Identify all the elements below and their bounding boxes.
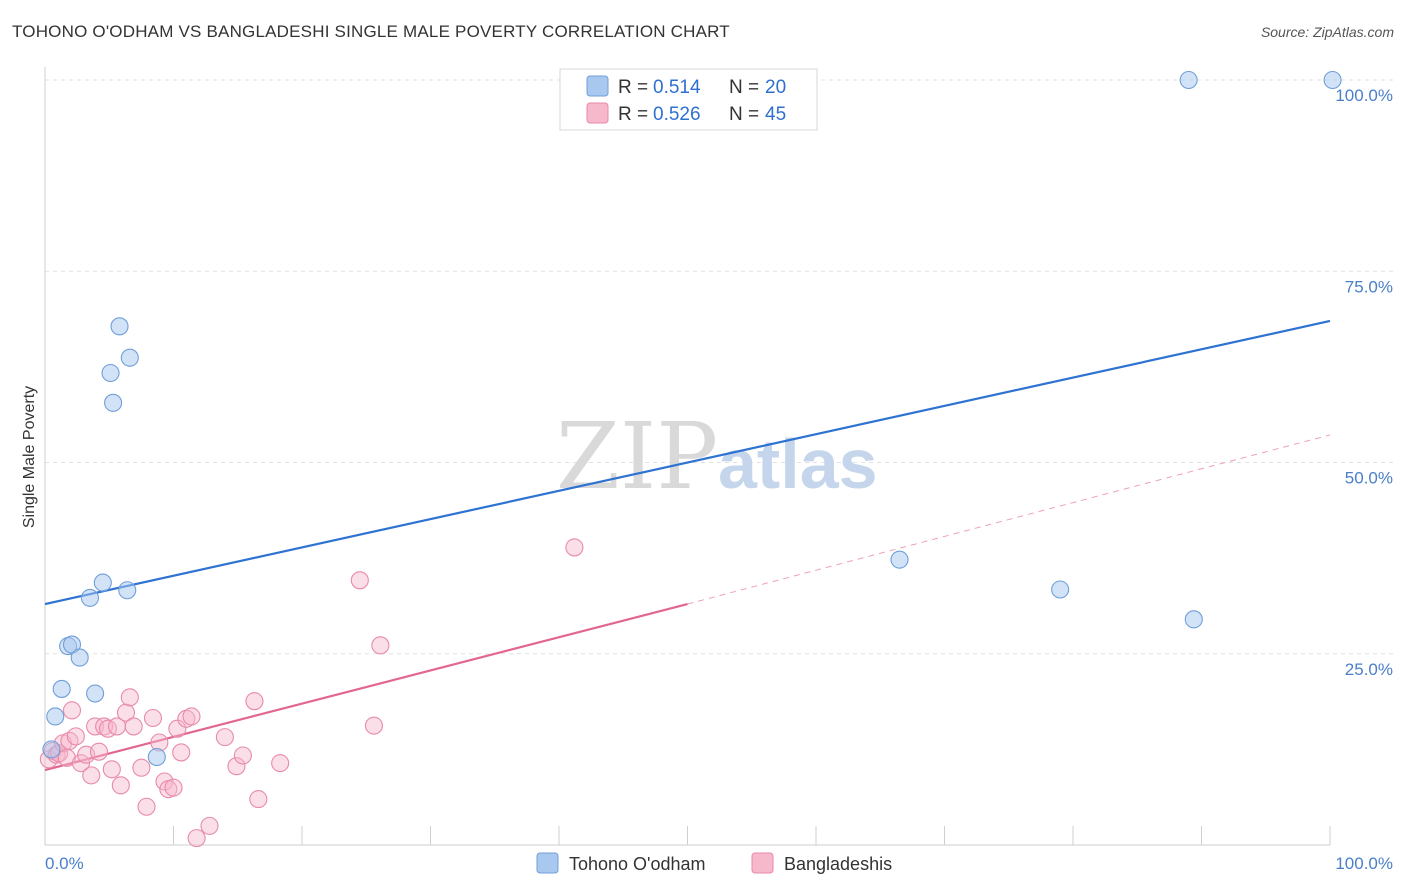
series-swatch-bangladeshis xyxy=(751,852,774,874)
series-swatch-tohono xyxy=(536,852,559,874)
point-bangladeshis xyxy=(215,728,234,747)
point-tohono xyxy=(890,550,909,569)
point-bangladeshis xyxy=(350,571,369,590)
point-bangladeshis xyxy=(172,743,191,762)
point-bangladeshis xyxy=(66,727,85,746)
point-bangladeshis xyxy=(168,719,187,738)
point-bangladeshis xyxy=(71,754,91,773)
point-tohono xyxy=(1179,70,1198,90)
series-label-tohono: Tohono O'odham xyxy=(569,854,706,874)
series-legend: Tohono O'odham Bangladeshis xyxy=(536,852,892,874)
trend-line-bangladeshis-extension xyxy=(687,434,1331,605)
x-tick-label: 0.0% xyxy=(45,854,84,873)
point-bangladeshis xyxy=(271,754,290,773)
legend-r-label-blue: R = xyxy=(618,77,648,98)
legend-n-label-pink: N = xyxy=(729,104,759,125)
point-bangladeshis xyxy=(227,757,246,776)
point-bangladeshis xyxy=(60,731,79,751)
legend-n-value-pink: 45 xyxy=(765,104,786,125)
point-bangladeshis xyxy=(137,797,156,816)
source-label: Source: ZipAtlas.com xyxy=(1260,24,1394,40)
x-tick-label: 100.0% xyxy=(1335,854,1393,873)
point-tohono xyxy=(1323,70,1342,90)
point-tohono xyxy=(1184,610,1203,629)
point-tohono xyxy=(52,679,71,698)
legend-n-label-blue: N = xyxy=(729,77,759,98)
point-bangladeshis xyxy=(164,778,183,797)
y-axis-title: Single Male Poverty xyxy=(21,386,38,528)
point-tohono xyxy=(86,684,105,703)
point-bangladeshis xyxy=(364,716,384,735)
point-bangladeshis xyxy=(187,829,206,848)
point-tohono xyxy=(104,393,123,412)
chart-title: TOHONO O'ODHAM VS BANGLADESHI SINGLE MAL… xyxy=(12,22,730,41)
scatter-points xyxy=(39,70,1342,848)
point-bangladeshis xyxy=(82,766,101,785)
trend-line-bangladeshis xyxy=(44,602,688,772)
series-label-bangladeshis: Bangladeshis xyxy=(784,854,892,874)
legend-n-value-blue: 20 xyxy=(765,77,786,98)
y-tick-label: 75.0% xyxy=(1345,277,1393,296)
y-tick-label: 50.0% xyxy=(1345,469,1393,488)
legend-r-label-pink: R = xyxy=(618,104,648,125)
stats-legend: R = 0.514 N = 20 R = 0.526 N = 45 xyxy=(559,68,818,131)
point-bangladeshis xyxy=(249,790,268,809)
legend-r-value-blue: 0.514 xyxy=(653,77,701,98)
gridlines xyxy=(45,79,1395,655)
point-bangladeshis xyxy=(245,692,264,711)
x-tick-labels: 0.0% 100.0% xyxy=(45,854,1393,873)
point-tohono xyxy=(120,348,139,367)
point-bangladeshis xyxy=(565,538,584,557)
legend-r-value-pink: 0.526 xyxy=(653,104,701,125)
point-bangladeshis xyxy=(182,707,201,726)
point-tohono xyxy=(70,648,89,667)
legend-swatch-pink xyxy=(586,102,609,124)
y-tick-labels: 25.0% 50.0% 75.0% 100.0% xyxy=(1335,86,1393,679)
point-tohono xyxy=(93,573,112,592)
point-tohono xyxy=(110,317,129,336)
point-tohono xyxy=(147,747,166,767)
point-tohono xyxy=(101,363,120,383)
point-bangladeshis xyxy=(120,688,139,707)
point-bangladeshis xyxy=(124,717,143,736)
watermark-atlas: atlas xyxy=(718,425,878,503)
point-bangladeshis xyxy=(89,742,109,761)
trend-lines xyxy=(44,319,1331,772)
trend-line-tohono xyxy=(44,319,1331,606)
point-tohono xyxy=(46,707,65,726)
point-bangladeshis xyxy=(143,708,162,728)
point-tohono xyxy=(80,588,100,607)
point-tohono xyxy=(1051,580,1070,599)
point-bangladeshis xyxy=(132,758,151,777)
point-tohono xyxy=(42,740,61,759)
point-bangladeshis xyxy=(200,816,219,835)
watermark-zip: ZIP xyxy=(556,403,718,510)
point-bangladeshis xyxy=(111,776,130,795)
point-bangladeshis xyxy=(116,703,136,722)
point-bangladeshis xyxy=(371,636,390,655)
axes xyxy=(44,67,1331,846)
point-bangladeshis xyxy=(102,760,121,779)
legend-swatch-blue xyxy=(586,75,609,97)
y-tick-label: 100.0% xyxy=(1335,86,1393,105)
y-tick-label: 25.0% xyxy=(1345,660,1393,679)
point-bangladeshis xyxy=(62,701,82,720)
point-tohono xyxy=(118,581,137,600)
point-bangladeshis xyxy=(233,746,252,765)
